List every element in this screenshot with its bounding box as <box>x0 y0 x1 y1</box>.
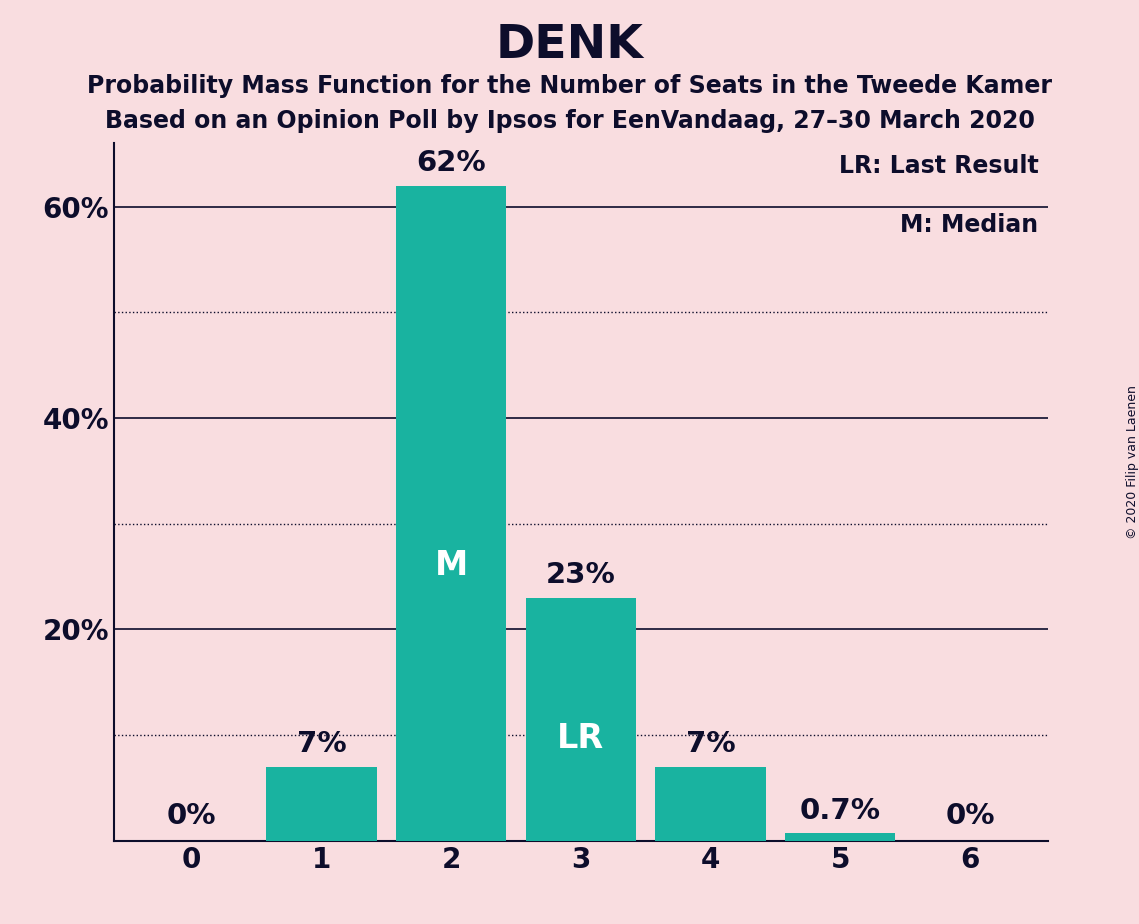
Text: 7%: 7% <box>296 730 346 759</box>
Text: 0.7%: 0.7% <box>800 797 880 825</box>
Text: M: M <box>435 549 468 582</box>
Text: Based on an Opinion Poll by Ipsos for EenVandaag, 27–30 March 2020: Based on an Opinion Poll by Ipsos for Ee… <box>105 109 1034 133</box>
Text: M: Median: M: Median <box>901 213 1039 237</box>
Text: 0%: 0% <box>167 802 216 831</box>
Text: LR: Last Result: LR: Last Result <box>838 153 1039 177</box>
Text: LR: LR <box>557 723 605 755</box>
Text: 62%: 62% <box>417 149 486 177</box>
Bar <box>267 767 377 841</box>
Text: Probability Mass Function for the Number of Seats in the Tweede Kamer: Probability Mass Function for the Number… <box>87 74 1052 98</box>
Text: DENK: DENK <box>495 23 644 68</box>
Bar <box>655 767 765 841</box>
Bar <box>526 598 636 841</box>
Text: 7%: 7% <box>686 730 736 759</box>
Text: 0%: 0% <box>945 802 994 831</box>
Text: 23%: 23% <box>546 561 616 590</box>
Bar <box>396 186 507 841</box>
Text: © 2020 Filip van Laenen: © 2020 Filip van Laenen <box>1125 385 1139 539</box>
Bar <box>785 833 895 841</box>
